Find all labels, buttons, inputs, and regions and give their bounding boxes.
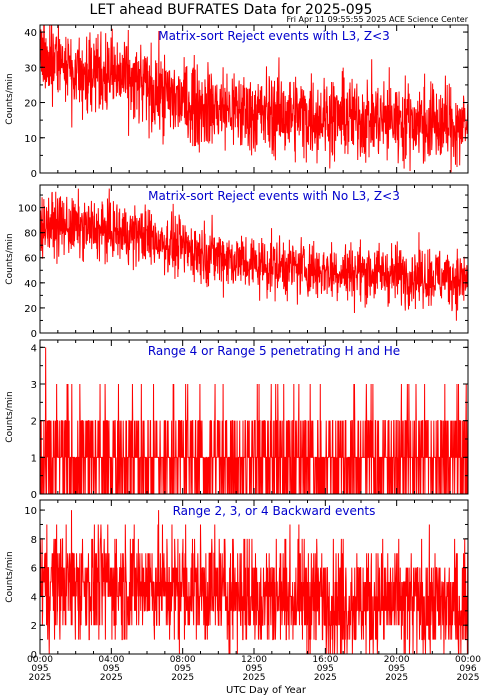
y-tick-label: 4 bbox=[31, 343, 37, 354]
panel-4: 0 2 4 6 8 10 Counts/min Range 2, 3, or 4 Backwa… bbox=[5, 499, 469, 661]
y-tick-label: 2 bbox=[31, 621, 37, 632]
x-tick-label-time: 00:00 bbox=[27, 655, 53, 665]
x-tick-label-time: 00:00 bbox=[455, 655, 481, 665]
y-axis-label: Counts/min bbox=[5, 73, 15, 124]
y-tick-label: 0 bbox=[31, 650, 37, 661]
x-axis: 00:00095202504:00095202508:00095202512:0… bbox=[27, 655, 481, 683]
x-tick-label-year: 2025 bbox=[100, 673, 123, 683]
y-tick-label: 6 bbox=[31, 564, 37, 575]
x-tick-label-year: 2025 bbox=[243, 673, 266, 683]
x-tick-label-year: 2025 bbox=[171, 673, 194, 683]
panel-3: 0 1 2 3 4 Counts/min Range 4 or Range 5 penetr… bbox=[5, 339, 469, 501]
y-axis-label: Counts/min bbox=[5, 551, 15, 602]
timestamp: Fri Apr 11 09:55:55 2025 ACE Science Cen… bbox=[286, 15, 468, 24]
y-tick-label: 2 bbox=[31, 417, 37, 428]
y-tick-label: 0 bbox=[31, 169, 37, 180]
x-tick-label-doy: 095 bbox=[103, 664, 120, 674]
y-tick-label: 40 bbox=[24, 28, 37, 39]
x-axis-label: UTC Day of Year bbox=[226, 685, 307, 696]
panel-title: Matrix-sort Reject events with L3, Z<3 bbox=[158, 29, 390, 43]
panel-2: 0 20 40 60 80 100 Counts/min Matrix-sort Reject… bbox=[5, 184, 469, 340]
y-tick-label: 20 bbox=[24, 99, 37, 110]
x-tick-label-doy: 095 bbox=[317, 664, 334, 674]
y-tick-label: 0 bbox=[31, 490, 37, 501]
x-tick-label-time: 08:00 bbox=[170, 655, 196, 665]
panel-1: 0 10 20 30 40 Counts/min Matrix-sort Reject ev… bbox=[5, 24, 469, 180]
y-tick-label: 8 bbox=[31, 535, 37, 546]
y-tick-label: 20 bbox=[24, 304, 37, 315]
x-tick-label-year: 2025 bbox=[29, 673, 52, 683]
panel-title: Range 2, 3, or 4 Backward events bbox=[173, 504, 376, 518]
y-tick-label: 60 bbox=[24, 254, 37, 265]
x-tick-label-year: 2025 bbox=[457, 673, 480, 683]
series-line bbox=[40, 347, 468, 494]
x-tick-label-time: 20:00 bbox=[384, 655, 410, 665]
x-tick-label-year: 2025 bbox=[385, 673, 408, 683]
x-tick-label-doy: 095 bbox=[245, 664, 262, 674]
y-axis-label: Counts/min bbox=[5, 233, 15, 284]
y-axis-label: Counts/min bbox=[5, 391, 15, 442]
x-tick-label-doy: 095 bbox=[31, 664, 48, 674]
series-line bbox=[40, 188, 468, 321]
x-tick-label-time: 04:00 bbox=[98, 655, 124, 665]
y-tick-label: 10 bbox=[24, 134, 37, 145]
y-tick-label: 1 bbox=[31, 453, 37, 464]
y-tick-label: 100 bbox=[18, 204, 37, 215]
figure-title: LET ahead BUFRATES Data for 2025-095 bbox=[90, 2, 373, 18]
panel-title: Range 4 or Range 5 penetrating H and He bbox=[148, 344, 400, 358]
y-tick-label: 30 bbox=[24, 63, 37, 74]
y-tick-label: 80 bbox=[24, 229, 37, 240]
x-tick-label-doy: 095 bbox=[174, 664, 191, 674]
y-tick-label: 3 bbox=[31, 380, 37, 391]
x-tick-label-doy: 095 bbox=[388, 664, 405, 674]
series-line bbox=[40, 25, 468, 173]
x-tick-label-doy: 096 bbox=[459, 664, 476, 674]
y-tick-label: 4 bbox=[31, 592, 37, 603]
x-tick-label-year: 2025 bbox=[314, 673, 337, 683]
x-tick-label-time: 16:00 bbox=[312, 655, 338, 665]
x-tick-label-time: 12:00 bbox=[241, 655, 267, 665]
panel-title: Matrix-sort Reject events with No L3, Z<… bbox=[148, 189, 400, 203]
y-tick-label: 40 bbox=[24, 279, 37, 290]
y-tick-label: 0 bbox=[31, 329, 37, 340]
y-tick-label: 10 bbox=[24, 506, 37, 517]
series-line bbox=[40, 510, 468, 654]
